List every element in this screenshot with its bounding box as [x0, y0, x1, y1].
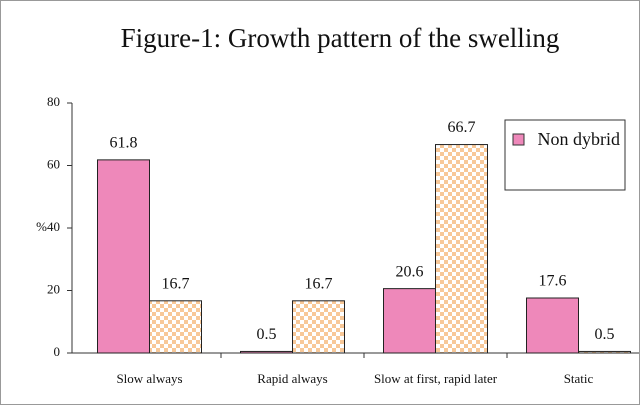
value-label: 20.6	[396, 263, 424, 280]
value-label: 0.5	[595, 326, 615, 343]
y-tick-label: %40	[36, 219, 60, 234]
x-tick-label: Rapid always	[257, 371, 328, 386]
bar	[383, 288, 436, 354]
value-label: 16.7	[162, 275, 190, 292]
legend-label: Non dybrid	[537, 129, 621, 149]
bar	[292, 300, 345, 354]
value-label: 17.6	[539, 273, 567, 290]
chart-title: Figure-1: Growth pattern of the swelling	[120, 23, 560, 53]
value-label: 66.7	[448, 119, 476, 136]
value-label: 0.5	[257, 326, 277, 343]
x-tick-label: Static	[563, 371, 594, 386]
y-tick-label: 80	[47, 94, 60, 109]
x-tick-label: Slow always	[116, 371, 183, 386]
bar	[526, 297, 579, 354]
bar	[578, 350, 631, 354]
legend-box	[504, 119, 626, 191]
y-tick-label: 20	[47, 281, 60, 296]
value-label: 61.8	[110, 135, 138, 152]
bar	[149, 300, 202, 354]
y-tick-label: 60	[47, 156, 60, 171]
y-tick-label: 0	[54, 344, 61, 359]
value-label: 16.7	[305, 275, 333, 292]
legend-swatch	[512, 133, 525, 146]
bar	[97, 159, 150, 354]
bar	[240, 350, 293, 354]
bar	[435, 144, 488, 354]
x-tick-label: Slow at first, rapid later	[373, 371, 498, 386]
